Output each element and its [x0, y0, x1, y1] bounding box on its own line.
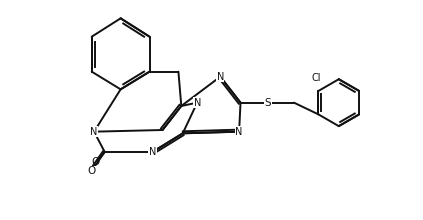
Text: N: N — [149, 147, 156, 157]
Text: O: O — [91, 157, 100, 167]
Text: O: O — [88, 166, 96, 176]
Text: Cl: Cl — [312, 73, 321, 83]
Text: N: N — [193, 98, 201, 108]
Text: N: N — [91, 127, 98, 137]
Text: S: S — [265, 98, 271, 108]
Text: N: N — [236, 127, 243, 137]
Text: N: N — [217, 72, 224, 82]
